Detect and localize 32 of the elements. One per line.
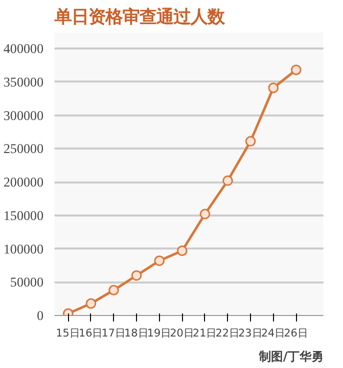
point [290,64,302,76]
point [200,208,210,220]
x-tick-label: 15日 [56,326,80,340]
point [154,256,165,266]
point [131,270,142,281]
x-tick-label: 20日 [170,326,194,340]
text: 制图/丁华勇 [258,350,324,364]
y-tick-label: 0 [36,308,44,323]
x-tick-label: 24日 [261,326,286,340]
x-tick-label: 21日 [192,326,218,340]
point [86,298,96,309]
y-tick-label: 350000 [4,74,44,90]
y-tick-label: 50000 [10,274,44,290]
x-tick-label: 17日 [101,326,126,340]
x-tick-label: 16日 [78,326,104,340]
point [176,246,188,256]
x-tick-label: 19日 [147,326,172,340]
x-tick-label: 18日 [124,326,149,340]
x-tick-label: 26日 [284,326,308,340]
y-tick-label: 250000 [4,141,44,156]
x-tick-label: 22日 [215,326,240,340]
point [245,136,256,147]
y-tick-label: 150000 [4,208,44,223]
y-tick-label: 400000 [4,41,44,56]
y-tick-label: 200000 [4,174,44,190]
chart-title: 单日资格审查通过人数 [54,8,226,28]
y-tick-label: 300000 [4,108,44,123]
y-tick-label: 100000 [4,241,44,256]
point [108,284,120,296]
x-tick-label: 23日 [238,326,263,340]
point [222,175,234,186]
point [268,82,279,94]
